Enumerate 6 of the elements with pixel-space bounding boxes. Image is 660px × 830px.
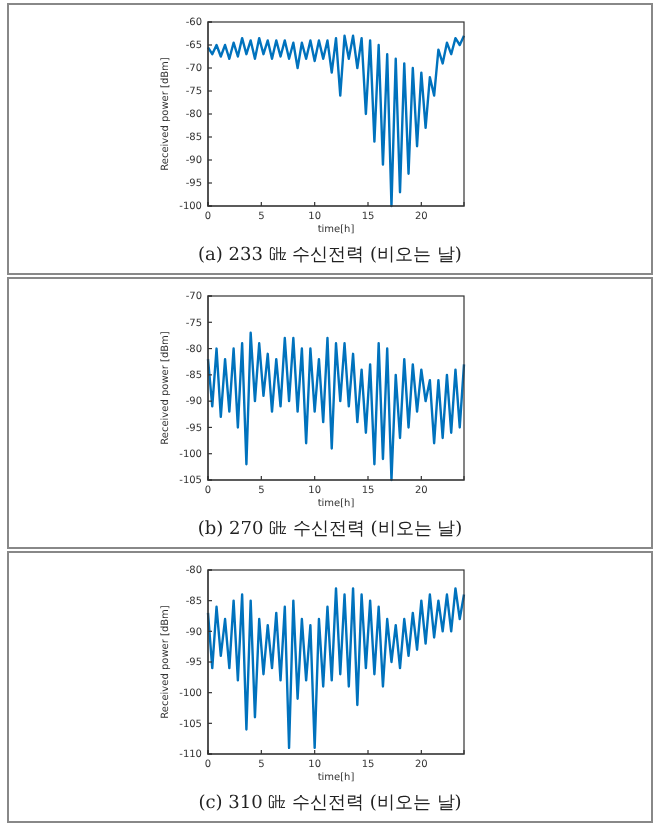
text: (b) 270 ㎓ 수신전력 (비오는 날) — [197, 520, 463, 540]
line-series — [206, 34, 466, 208]
text: (a) 233 ㎓ 수신전력 (비오는 날) — [198, 246, 462, 266]
text: (c) 310 ㎓ 수신전력 (비오는 날) — [198, 794, 462, 814]
line-series — [206, 587, 466, 750]
line-series — [206, 331, 466, 482]
